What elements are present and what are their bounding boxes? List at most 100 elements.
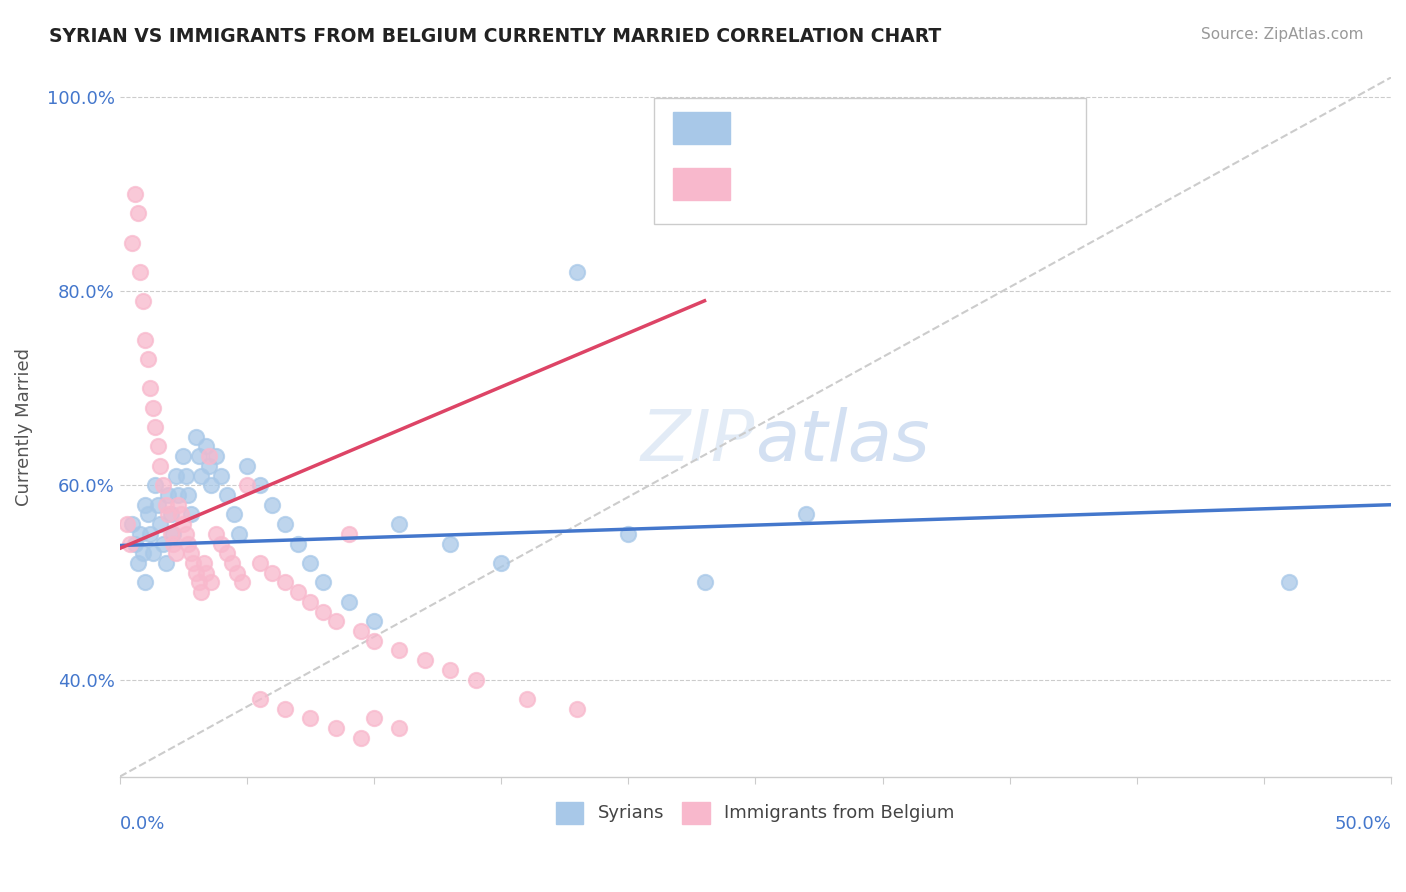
- Point: [299, 556, 322, 570]
- Text: ZIP: ZIP: [641, 407, 755, 475]
- Point: [136, 508, 159, 522]
- Point: [489, 556, 512, 570]
- Point: [159, 526, 181, 541]
- Point: [165, 468, 187, 483]
- Point: [139, 381, 162, 395]
- Point: [200, 478, 222, 492]
- Point: [439, 536, 461, 550]
- Point: [134, 333, 156, 347]
- Point: [325, 614, 347, 628]
- Point: [121, 517, 143, 532]
- Point: [172, 517, 194, 532]
- Point: [215, 488, 238, 502]
- Point: [190, 468, 212, 483]
- Point: [236, 458, 259, 473]
- Point: [221, 556, 243, 570]
- Point: [413, 653, 436, 667]
- Point: [187, 449, 209, 463]
- Point: [174, 468, 197, 483]
- Point: [193, 556, 215, 570]
- Point: [149, 517, 172, 532]
- Point: [131, 546, 153, 560]
- Point: [262, 498, 284, 512]
- Point: [350, 731, 373, 745]
- Point: [162, 536, 184, 550]
- Point: [157, 508, 180, 522]
- Point: [312, 605, 335, 619]
- Point: [337, 595, 360, 609]
- Point: [312, 575, 335, 590]
- Point: [129, 265, 152, 279]
- Point: [139, 526, 162, 541]
- Point: [274, 575, 297, 590]
- Point: [162, 526, 184, 541]
- Point: [363, 614, 385, 628]
- Point: [180, 508, 202, 522]
- Point: [190, 585, 212, 599]
- Point: [287, 585, 309, 599]
- Point: [617, 526, 640, 541]
- Point: [249, 692, 271, 706]
- Point: [439, 663, 461, 677]
- Point: [249, 556, 271, 570]
- Point: [152, 536, 174, 550]
- Point: [287, 536, 309, 550]
- Point: [215, 546, 238, 560]
- Point: [143, 478, 166, 492]
- Point: [567, 701, 589, 715]
- Point: [249, 478, 271, 492]
- Point: [165, 546, 187, 560]
- Point: [567, 265, 589, 279]
- Point: [228, 526, 250, 541]
- Point: [299, 711, 322, 725]
- Point: [195, 440, 218, 454]
- Point: [170, 508, 193, 522]
- Text: SYRIAN VS IMMIGRANTS FROM BELGIUM CURRENTLY MARRIED CORRELATION CHART: SYRIAN VS IMMIGRANTS FROM BELGIUM CURREN…: [49, 27, 942, 45]
- FancyBboxPatch shape: [672, 169, 730, 200]
- Point: [136, 352, 159, 367]
- Point: [127, 556, 149, 570]
- Point: [299, 595, 322, 609]
- Point: [127, 206, 149, 220]
- Point: [388, 643, 411, 657]
- Point: [142, 546, 165, 560]
- Point: [1049, 206, 1071, 220]
- Point: [183, 556, 205, 570]
- Point: [350, 624, 373, 638]
- Point: [363, 711, 385, 725]
- Point: [146, 498, 169, 512]
- Point: [274, 517, 297, 532]
- Point: [142, 401, 165, 415]
- FancyBboxPatch shape: [654, 98, 1085, 224]
- Point: [143, 420, 166, 434]
- Point: [152, 478, 174, 492]
- Text: R = 0.278   N = 64: R = 0.278 N = 64: [749, 175, 934, 193]
- Point: [231, 575, 253, 590]
- Point: [134, 575, 156, 590]
- Point: [155, 556, 177, 570]
- Point: [200, 575, 222, 590]
- Point: [224, 508, 246, 522]
- Point: [174, 526, 197, 541]
- Point: [225, 566, 247, 580]
- Text: Source: ZipAtlas.com: Source: ZipAtlas.com: [1201, 27, 1364, 42]
- Point: [197, 458, 219, 473]
- Point: [337, 526, 360, 541]
- FancyBboxPatch shape: [672, 112, 730, 144]
- Point: [211, 468, 233, 483]
- Point: [121, 235, 143, 250]
- Point: [159, 508, 181, 522]
- Y-axis label: Currently Married: Currently Married: [15, 348, 32, 506]
- Point: [180, 546, 202, 560]
- Point: [388, 721, 411, 735]
- Point: [146, 440, 169, 454]
- Point: [167, 498, 190, 512]
- Point: [325, 721, 347, 735]
- Point: [177, 536, 200, 550]
- Point: [274, 701, 297, 715]
- Legend: Syrians, Immigrants from Belgium: Syrians, Immigrants from Belgium: [557, 802, 955, 823]
- Text: atlas: atlas: [755, 407, 929, 475]
- Point: [172, 449, 194, 463]
- Text: R = 0.076   N = 53: R = 0.076 N = 53: [749, 119, 934, 136]
- Point: [124, 186, 146, 201]
